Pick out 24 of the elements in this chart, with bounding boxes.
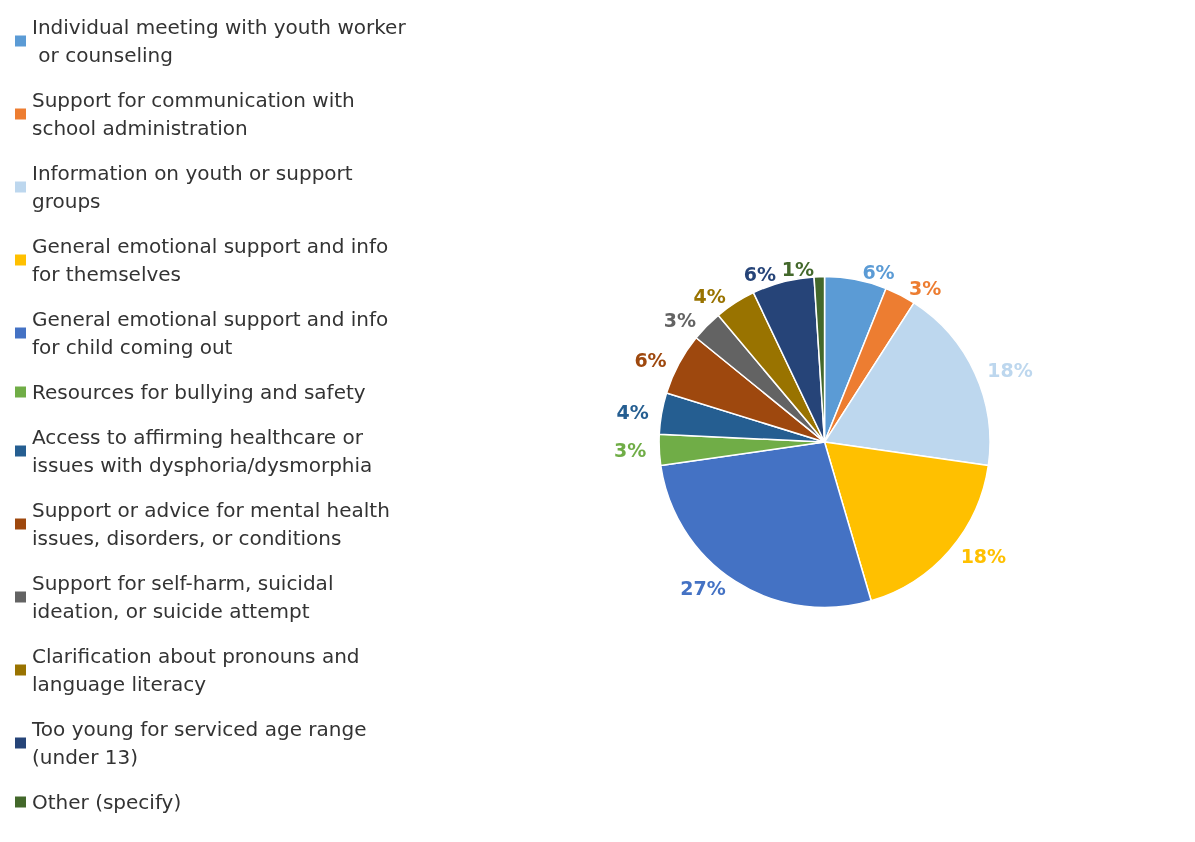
legend-label: Access to affirming healthcare or issues with dysphoria/dysmorphia: [32, 425, 373, 477]
data-label: 3%: [614, 439, 647, 462]
legend-label: General emotional support and info for child coming out: [32, 307, 395, 359]
legend-label: Other (specify): [32, 790, 182, 814]
data-label: 6%: [634, 349, 667, 372]
data-label: 6%: [743, 263, 776, 286]
legend-label: Support or advice for mental health issues, disorders, or conditions: [32, 498, 397, 550]
data-label: 1%: [781, 257, 815, 280]
data-label: 6%: [862, 260, 895, 283]
data-label: 4%: [616, 400, 649, 423]
data-label: 3%: [663, 309, 696, 332]
legend-label: General emotional support and info for themselves: [32, 234, 395, 286]
data-label: 18%: [987, 358, 1033, 381]
data-label: 4%: [693, 285, 726, 308]
legend-label: Support for communication with school administration: [32, 88, 362, 140]
legend-label: Resources for bullying and safety: [32, 380, 366, 404]
legend-label: Too young for serviced age range (under 13): [31, 717, 373, 769]
legend-label: Information on youth or support groups: [32, 161, 359, 213]
legend-label: Clarification about pronouns and language literacy: [32, 644, 366, 696]
data-label: 27%: [680, 576, 726, 599]
data-label: 18%: [960, 544, 1007, 567]
legend-label: Support for self-harm, suicidal ideation, or suicide attempt: [32, 571, 340, 623]
legend-label: Individual meeting with youth worker or counseling: [32, 15, 407, 67]
data-label: 3%: [909, 276, 942, 299]
